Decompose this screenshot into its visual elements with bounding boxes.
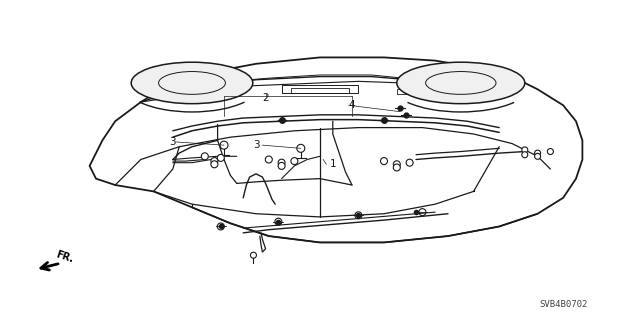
Circle shape xyxy=(534,153,541,159)
Circle shape xyxy=(211,161,218,168)
Circle shape xyxy=(394,164,400,171)
Circle shape xyxy=(202,153,208,160)
Circle shape xyxy=(218,154,224,161)
Circle shape xyxy=(522,152,528,158)
Bar xyxy=(397,89,422,94)
Circle shape xyxy=(211,158,218,165)
Text: SVB4B0702: SVB4B0702 xyxy=(539,300,588,309)
Circle shape xyxy=(266,156,272,163)
Bar xyxy=(186,89,211,94)
Circle shape xyxy=(534,150,541,156)
Circle shape xyxy=(381,158,387,165)
Circle shape xyxy=(522,147,528,153)
Ellipse shape xyxy=(397,62,525,104)
Text: 3: 3 xyxy=(253,140,259,150)
Text: 3: 3 xyxy=(170,137,176,147)
Circle shape xyxy=(547,149,554,154)
Ellipse shape xyxy=(131,62,253,104)
Bar xyxy=(291,88,349,93)
Text: 4: 4 xyxy=(349,100,355,110)
Bar xyxy=(282,85,358,93)
Circle shape xyxy=(278,159,285,166)
Text: 2: 2 xyxy=(262,93,269,102)
Text: FR.: FR. xyxy=(54,250,75,265)
Circle shape xyxy=(406,159,413,166)
Circle shape xyxy=(394,161,400,168)
Text: 1: 1 xyxy=(330,159,336,169)
Polygon shape xyxy=(90,57,582,242)
Circle shape xyxy=(278,162,285,169)
Circle shape xyxy=(291,158,298,165)
